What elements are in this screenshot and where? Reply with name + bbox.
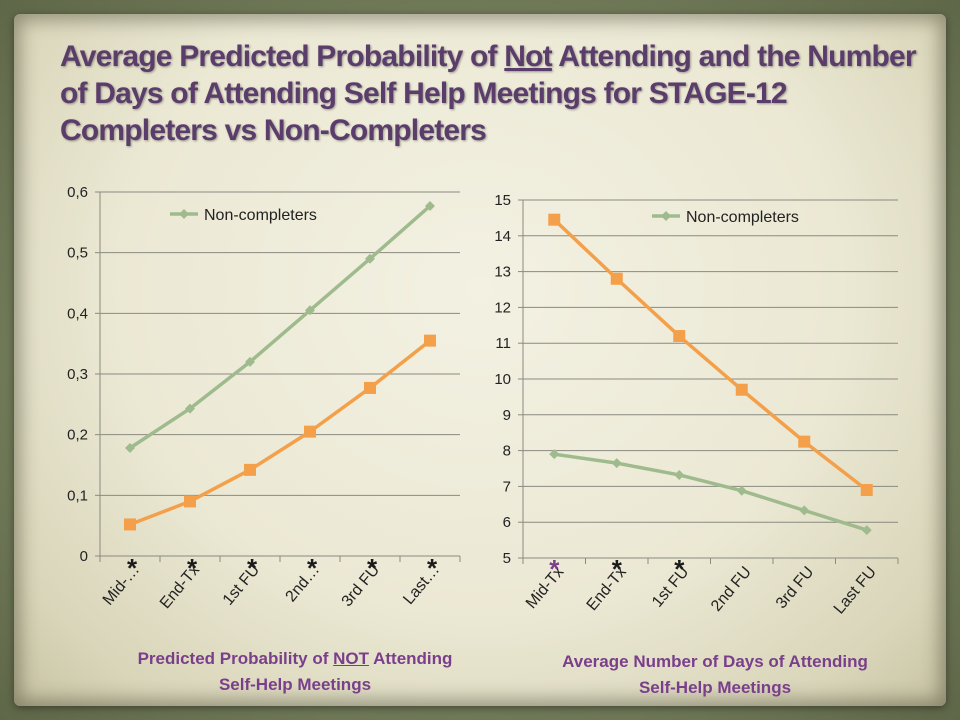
title-underlined-word: Not xyxy=(504,40,552,73)
y-tick-label: 9 xyxy=(503,407,511,424)
legend-marker xyxy=(179,209,189,219)
y-tick-label: 13 xyxy=(494,264,511,281)
chart-2: 5 6 7 8 9 10 11 12 13 14 15 Mid-Tx End-Tx 1st FU 2nd F… xyxy=(494,192,899,618)
x-category-label: End-Tx xyxy=(584,564,630,614)
significance-asterisk: * xyxy=(367,553,378,583)
data-point-square xyxy=(304,425,316,438)
x-category-label: Last FU xyxy=(831,564,880,618)
y-tick-label: 0,4 xyxy=(67,305,88,322)
y-tick-label: 11 xyxy=(495,335,511,352)
data-point-diamond xyxy=(185,403,195,414)
legend-label: Non-completers xyxy=(686,209,799,226)
significance-asterisk: * xyxy=(549,554,560,584)
left-caption-part-1: Predicted Probability of xyxy=(137,649,334,668)
data-point-square xyxy=(860,483,873,496)
y-tick-label: 15 xyxy=(494,192,511,209)
data-point-diamond xyxy=(736,485,747,496)
significance-asterisk: * xyxy=(187,553,198,583)
slide-paper xyxy=(14,14,946,706)
data-point-square xyxy=(673,330,686,343)
left-chart-caption: Predicted Probability of NOT Attending S… xyxy=(90,646,500,698)
title-part-1: Average Predicted Probability of xyxy=(60,40,505,73)
left-caption-underlined: NOT xyxy=(333,649,370,668)
data-point-diamond xyxy=(125,443,135,454)
legend-label: Non-completers xyxy=(204,207,317,224)
significance-asterisk: * xyxy=(674,554,685,584)
data-point-square xyxy=(184,495,196,508)
y-tick-label: 12 xyxy=(494,299,511,316)
y-tick-label: 8 xyxy=(503,443,511,460)
y-tick-label: 0,2 xyxy=(67,427,88,444)
x-category-label: 3rd FU xyxy=(773,564,817,612)
y-tick-label: 0,3 xyxy=(67,366,88,383)
data-point-square xyxy=(735,383,748,396)
chart-legend: Non-completers xyxy=(652,209,799,226)
data-point-square xyxy=(124,518,136,531)
data-point-diamond xyxy=(365,253,375,264)
left-caption-line-2: Self-Help Meetings xyxy=(218,675,372,694)
y-tick-label: 14 xyxy=(494,228,511,245)
right-caption-line-2: Self-Help Meetings xyxy=(638,678,792,697)
chart-legend: Non-completers xyxy=(170,207,317,224)
data-point-diamond xyxy=(674,469,685,480)
right-caption-line-1: Average Number of Days of Attending xyxy=(562,652,868,671)
series-line-2 xyxy=(129,339,432,527)
series-line-1 xyxy=(554,452,868,532)
data-point-diamond xyxy=(245,356,255,367)
data-point-diamond xyxy=(425,200,435,211)
data-point-diamond xyxy=(611,458,622,469)
significance-asterisk: * xyxy=(612,554,623,584)
significance-asterisk: * xyxy=(247,553,258,583)
data-point-square xyxy=(424,334,436,347)
y-tick-label: 5 xyxy=(503,550,511,567)
y-tick-label: 10 xyxy=(494,371,511,388)
y-tick-label: 0,6 xyxy=(67,184,88,201)
y-tick-label: 0,1 xyxy=(67,487,88,504)
data-point-square xyxy=(798,435,811,448)
y-tick-label: 7 xyxy=(503,478,511,495)
series-line-2 xyxy=(553,218,868,492)
significance-asterisk: * xyxy=(307,553,318,583)
title-part-2: Attending and the Number of Days of Atte… xyxy=(60,40,917,147)
y-tick-label: 0,5 xyxy=(67,245,88,262)
data-point-square xyxy=(244,463,256,476)
left-caption-part-2: Attending xyxy=(369,649,453,668)
right-chart-caption: Average Number of Days of Attending Self… xyxy=(505,649,925,701)
x-category-label: 1st FU xyxy=(649,564,692,611)
y-tick-label: 0 xyxy=(80,548,88,565)
slide-title: Average Predicted Probability of Not Att… xyxy=(60,38,940,149)
data-point-square xyxy=(548,213,561,226)
data-point-diamond xyxy=(549,449,560,460)
data-point-square xyxy=(610,272,623,285)
x-category-label: 2nd FU xyxy=(708,564,755,615)
data-point-diamond xyxy=(305,305,315,316)
series-line-1 xyxy=(129,204,432,450)
data-point-square xyxy=(364,381,376,394)
data-point-diamond xyxy=(799,505,810,516)
x-category-label: Mid-Tx xyxy=(523,564,567,612)
significance-asterisk: * xyxy=(427,553,438,583)
significance-asterisk: * xyxy=(127,553,138,583)
legend-marker xyxy=(661,211,671,221)
y-tick-label: 6 xyxy=(503,514,511,531)
data-point-diamond xyxy=(861,525,872,536)
